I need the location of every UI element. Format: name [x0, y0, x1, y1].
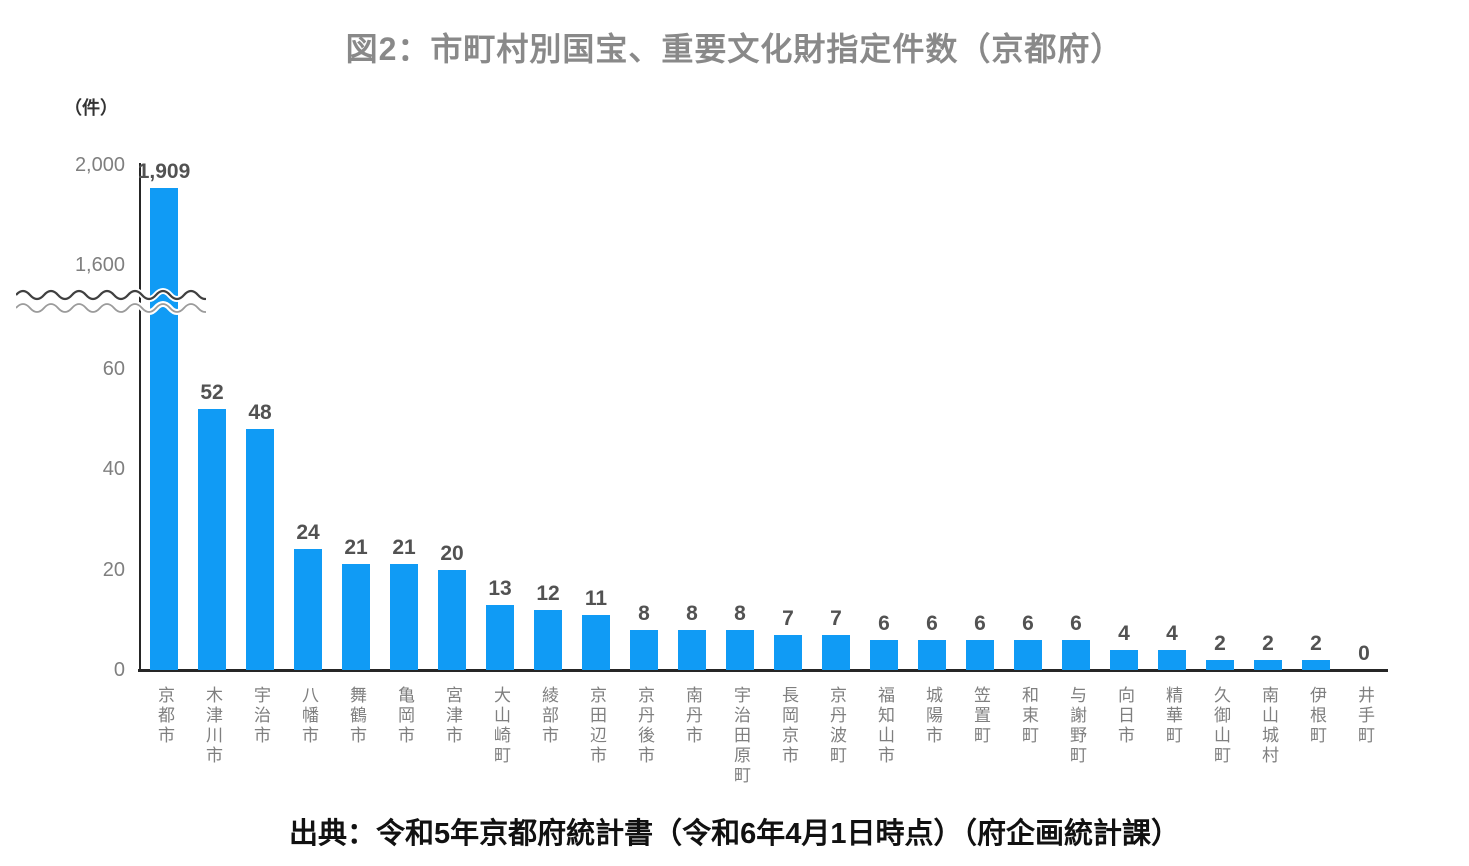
x-tick-label: 京丹波町 — [827, 686, 846, 766]
value-label: 7 — [782, 606, 794, 630]
value-label: 0 — [1358, 642, 1370, 665]
value-label: 12 — [536, 581, 560, 605]
x-tick-label: 笠置町 — [971, 686, 990, 746]
x-tick-label: 精華町 — [1163, 686, 1182, 746]
value-label: 8 — [686, 601, 698, 625]
bar — [966, 639, 994, 670]
x-tick-label: 南山城村 — [1259, 686, 1278, 766]
bar — [1206, 659, 1234, 670]
bar — [390, 564, 418, 670]
x-tick-label: 長岡京市 — [779, 686, 798, 766]
chart-title: 図2：市町村別国宝、重要文化財指定件数（京都府） — [345, 31, 1124, 67]
x-tick-label: 八幡市 — [299, 686, 318, 746]
bar — [918, 639, 946, 670]
value-label: 8 — [734, 601, 746, 625]
bar — [1158, 649, 1186, 670]
value-label: 2 — [1214, 631, 1226, 655]
y-tick-label: 40 — [102, 458, 125, 480]
bar — [726, 629, 754, 670]
bar — [438, 569, 466, 670]
bar — [870, 639, 898, 670]
value-label: 52 — [200, 380, 224, 404]
bar — [534, 609, 562, 670]
value-label: 6 — [878, 611, 890, 635]
x-tick-label: 京都市 — [155, 686, 174, 746]
bar — [630, 629, 658, 670]
axis-break-wave — [13, 283, 215, 332]
y-tick-label: 60 — [102, 357, 125, 380]
y-tick-label: 2,000 — [74, 154, 125, 176]
x-tick-label: 京田辺市 — [587, 686, 606, 766]
value-label: 48 — [248, 400, 272, 424]
bar — [342, 564, 370, 670]
value-label: 11 — [584, 586, 608, 610]
value-label: 6 — [974, 611, 986, 635]
x-tick-label: 向日市 — [1115, 686, 1134, 746]
x-tick-label: 久御山町 — [1211, 686, 1230, 766]
value-label: 1,909 — [137, 159, 191, 183]
value-label: 4 — [1166, 621, 1178, 645]
x-tick-label: 舞鶴市 — [347, 686, 366, 746]
value-label: 2 — [1310, 631, 1322, 655]
value-label: 21 — [392, 536, 416, 560]
x-tick-label: 南丹市 — [683, 686, 702, 746]
x-tick-label: 綾部市 — [539, 686, 558, 746]
bar — [150, 187, 178, 670]
x-tick-label: 和束町 — [1019, 686, 1038, 746]
value-label: 8 — [638, 601, 650, 625]
value-label: 2 — [1262, 631, 1274, 655]
x-tick-label: 宇治市 — [251, 686, 270, 746]
x-axis-line — [138, 669, 1388, 672]
bar — [198, 408, 226, 670]
value-label: 6 — [1070, 611, 1082, 635]
bar — [1014, 639, 1042, 670]
value-label: 21 — [344, 536, 368, 560]
y-tick-label: 0 — [113, 659, 125, 681]
y-axis-unit-label: （件） — [64, 98, 118, 118]
bar — [1062, 639, 1090, 670]
x-tick-label: 木津川市 — [203, 686, 222, 766]
x-tick-label: 城陽市 — [923, 686, 942, 746]
x-tick-label: 与謝野町 — [1067, 686, 1086, 766]
y-tick-label: 20 — [102, 558, 125, 581]
value-label: 7 — [830, 606, 842, 630]
x-tick-label: 京丹後市 — [635, 686, 654, 766]
bar — [1110, 649, 1138, 670]
y-axis-line — [139, 163, 141, 672]
x-tick-label: 大山崎町 — [491, 686, 510, 766]
bar — [582, 614, 610, 670]
bar — [774, 634, 802, 670]
bar — [1254, 659, 1282, 670]
bar — [486, 604, 514, 670]
bar — [294, 549, 322, 670]
value-label: 24 — [296, 521, 320, 545]
x-tick-label: 宮津市 — [443, 686, 462, 746]
bar — [246, 428, 274, 670]
value-label: 20 — [440, 541, 464, 565]
y-tick-label: 1,600 — [74, 254, 125, 276]
value-label: 6 — [1022, 611, 1034, 635]
x-tick-label: 宇治田原町 — [731, 686, 750, 786]
x-tick-label: 福知山市 — [875, 686, 894, 766]
value-label: 4 — [1118, 621, 1130, 645]
value-label: 6 — [926, 611, 938, 635]
value-label: 13 — [488, 576, 512, 600]
source-caption: 出典：令和5年京都府統計書（令和6年4月1日時点）（府企画統計課） — [288, 818, 1180, 850]
x-tick-label: 亀岡市 — [395, 686, 414, 746]
bar — [822, 634, 850, 670]
x-tick-label: 井手町 — [1355, 686, 1374, 746]
bar — [1302, 659, 1330, 670]
bar — [678, 629, 706, 670]
x-tick-label: 伊根町 — [1307, 686, 1326, 746]
